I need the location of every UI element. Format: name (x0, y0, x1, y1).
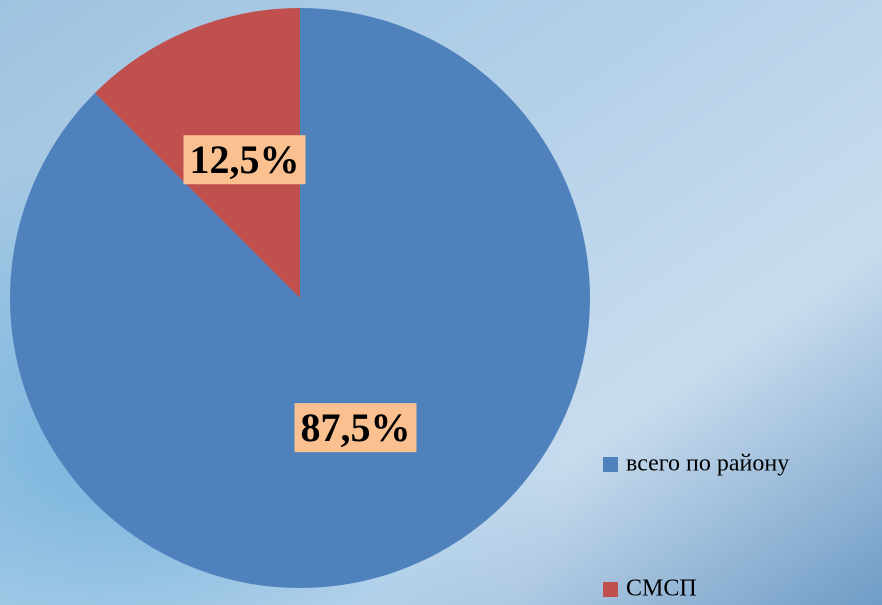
legend-swatch (603, 457, 618, 472)
data-label-box (294, 403, 417, 453)
legend-label: всего по району (626, 451, 789, 477)
pie-slice (10, 8, 591, 589)
data-label: 87,5% (300, 405, 410, 450)
data-label: 12,5% (190, 137, 300, 182)
legend-label: СМСП (626, 576, 697, 602)
data-label-box (183, 135, 306, 185)
legend-swatch (603, 582, 618, 597)
